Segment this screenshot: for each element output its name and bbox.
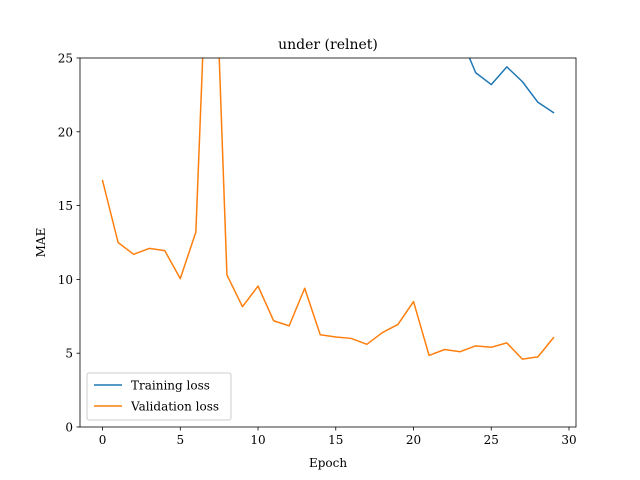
chart-title: under (relnet)	[278, 37, 378, 53]
y-tick-label: 20	[58, 125, 73, 139]
x-tick-label: 25	[484, 433, 499, 447]
validation-loss-line	[101, 58, 555, 360]
y-tick-label: 25	[58, 52, 73, 66]
x-tick-label: 0	[99, 433, 107, 447]
y-tick-label: 5	[65, 347, 73, 361]
training-loss-line	[468, 58, 555, 114]
y-tick-label: 0	[65, 421, 73, 435]
x-tick-label: 5	[176, 433, 184, 447]
legend-box	[86, 372, 232, 421]
validation-loss-legend-label: Validation loss	[130, 400, 219, 414]
y-axis-label: MAE	[34, 228, 48, 258]
plot-frame	[79, 57, 577, 428]
legend: Training loss Validation loss	[86, 372, 232, 421]
x-tick-label: 20	[406, 433, 421, 447]
x-tick-label: 10	[250, 433, 265, 447]
y-tick-label: 15	[58, 199, 73, 213]
training-loss-legend-label: Training loss	[131, 379, 210, 393]
y-tick-label: 10	[58, 273, 73, 287]
y-axis-ticks: 0 5 10 15 20 25	[58, 52, 80, 435]
legend-items: Training loss Validation loss	[94, 379, 219, 414]
x-axis-ticks: 0 5 10 15 20 25 30	[99, 427, 577, 447]
series-layer	[101, 58, 555, 360]
x-axis-label: Epoch	[309, 456, 347, 470]
x-tick-label: 15	[328, 433, 343, 447]
x-tick-label: 30	[561, 433, 576, 447]
